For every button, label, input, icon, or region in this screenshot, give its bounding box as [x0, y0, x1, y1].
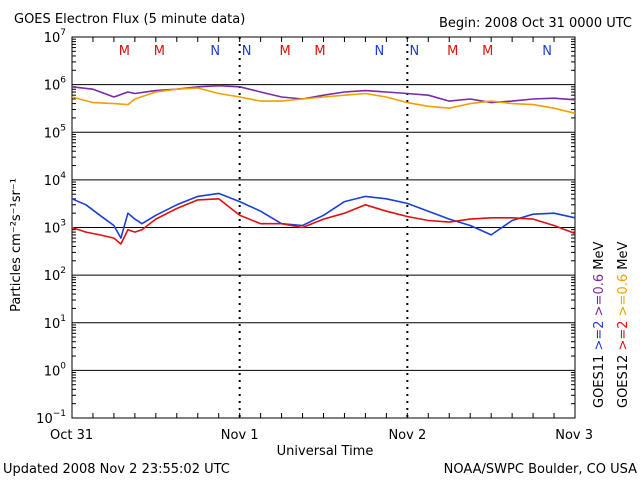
y-axis: 107 106 105 104 103 102 101 100 10−1 [36, 28, 575, 427]
marker-label: N [210, 44, 220, 59]
y-tick-label: 102 [44, 266, 66, 284]
series-line [71, 192, 576, 239]
y-tick-label: 10−1 [36, 409, 66, 427]
legend-entry: MeV [592, 242, 607, 274]
begin-time: Begin: 2008 Oct 31 0000 UTC [439, 16, 632, 31]
y-tick-label: 104 [44, 171, 67, 189]
x-tick-label: Nov 1 [221, 428, 259, 443]
series-line [71, 87, 576, 115]
source-credit: NOAA/SWPC Boulder, CO USA [444, 462, 637, 477]
data-series [71, 84, 576, 245]
legend-entry: >=0.6 [592, 274, 607, 321]
updated-timestamp: Updated 2008 Nov 2 23:55:02 UTC [3, 462, 230, 477]
marker-label: M [447, 44, 458, 59]
chart-title: GOES Electron Flux (5 minute data) [14, 12, 245, 27]
marker-label: M [314, 44, 325, 59]
legend-entry: MeV [616, 242, 631, 274]
y-tick-label: 105 [44, 123, 66, 141]
x-axis-title: Universal Time [277, 444, 374, 459]
marker-label: M [119, 44, 130, 59]
x-tick-label: Nov 3 [555, 428, 593, 443]
marker-label: M [482, 44, 493, 59]
y-tick-label: 106 [44, 76, 67, 94]
legend-entry: >=0.6 [616, 274, 631, 321]
legend-entry: >=2 [616, 320, 631, 354]
marker-label: M [279, 44, 290, 59]
legend-entry: >=2 [592, 320, 607, 354]
marker-label: N [242, 44, 252, 59]
y-tick-label: 101 [44, 314, 66, 332]
legend-entry: GOES11 [592, 355, 607, 408]
marker-label: N [409, 44, 419, 59]
x-axis: Oct 31 Nov 1 Nov 2 Nov 3 [50, 37, 593, 443]
y-tick-label: 100 [44, 361, 67, 379]
marker-label: N [542, 44, 552, 59]
legend-goes12: GOES12 >=2 >=0.6 MeV [616, 242, 631, 408]
series-line [71, 198, 576, 245]
marker-label: M [154, 44, 165, 59]
x-tick-label: Nov 2 [388, 428, 426, 443]
y-tick-label: 107 [44, 28, 66, 46]
legend-goes11: GOES11 >=2 >=0.6 MeV [592, 242, 607, 408]
legend-entry: GOES12 [616, 355, 631, 408]
x-tick-label: Oct 31 [50, 428, 93, 443]
marker-label: N [375, 44, 385, 59]
y-tick-label: 103 [44, 219, 66, 237]
y-axis-title: Particles cm⁻²s⁻¹sr⁻¹ [9, 178, 24, 312]
